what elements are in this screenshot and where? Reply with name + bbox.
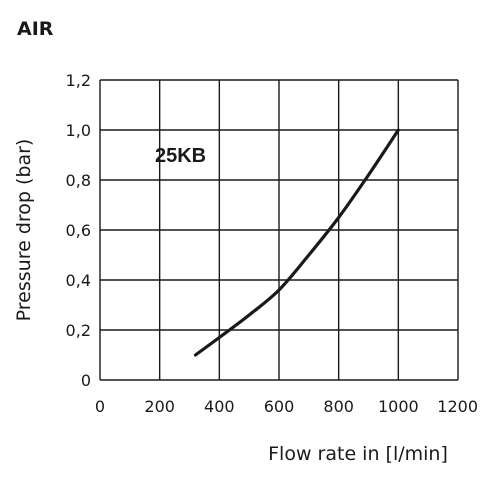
x-tick-labels: 0 200 400 600 800 1000 1200 xyxy=(95,397,478,416)
series-label-25kb: 25KB xyxy=(155,145,206,167)
x-tick-label: 200 xyxy=(144,397,175,416)
x-tick-label: 1000 xyxy=(378,397,419,416)
y-tick-labels: 0 0,2 0,4 0,6 0,8 1,0 1,2 xyxy=(66,71,91,390)
y-tick-label: 1,0 xyxy=(66,121,91,140)
y-tick-label: 0,4 xyxy=(66,271,91,290)
series-line-0 xyxy=(193,128,400,357)
y-tick-label: 0,6 xyxy=(66,221,91,240)
grid xyxy=(99,79,459,381)
y-tick-label: 0 xyxy=(81,371,91,390)
x-axis-label: Flow rate in [l/min] xyxy=(268,443,448,465)
x-tick-label: 800 xyxy=(323,397,354,416)
x-tick-label: 1200 xyxy=(437,397,478,416)
x-tick-label: 600 xyxy=(264,397,295,416)
y-tick-label: 0,2 xyxy=(66,321,91,340)
y-axis-label: Pressure drop (bar) xyxy=(13,139,35,322)
y-tick-label: 0,8 xyxy=(66,171,91,190)
x-tick-label: 400 xyxy=(204,397,235,416)
chart-heading: AIR xyxy=(17,18,54,40)
series-layer xyxy=(193,128,400,357)
y-tick-label: 1,2 xyxy=(66,71,91,90)
x-tick-label: 0 xyxy=(95,397,105,416)
